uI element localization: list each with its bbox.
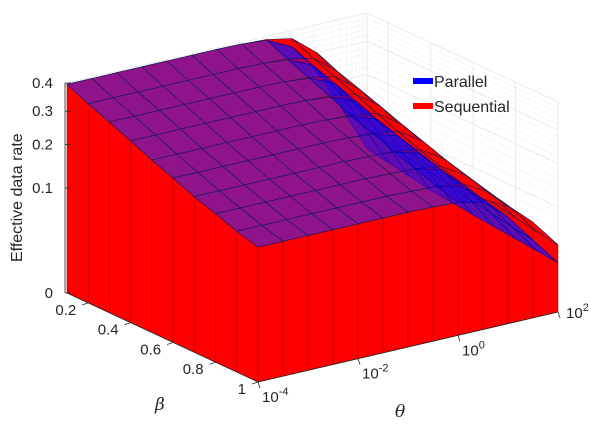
z-tick-label: 0 (45, 285, 53, 302)
sequential-side-wall (87, 103, 110, 314)
beta-tick-label: 0.4 (98, 322, 119, 339)
beta-tick (251, 381, 259, 385)
z-tick-label: 0.1 (32, 180, 53, 197)
sequential-front-wall (332, 223, 359, 365)
theta-tick (557, 311, 561, 319)
sequential-side-wall (236, 230, 259, 383)
theta-tick (457, 335, 461, 342)
sequential-front-wall (282, 235, 309, 377)
x-axis-label: θ (395, 402, 405, 422)
sequential-side-wall (130, 140, 153, 333)
z-tick-label: 0.2 (32, 137, 53, 154)
z-axis-label: Effective data rate (9, 133, 26, 262)
z-tick-label: 0.3 (32, 103, 53, 120)
sequential-side-wall (194, 196, 216, 363)
sequential-surface-patch (511, 208, 559, 246)
sequential-front-wall (307, 229, 334, 371)
sequential-side-wall (109, 121, 131, 324)
theta-tick-label: 102 (566, 302, 589, 322)
beta-axis-line (66, 292, 259, 383)
legend-label-sequential: Sequential (434, 99, 510, 116)
beta-tick (124, 322, 131, 326)
sequential-front-wall (257, 240, 284, 383)
z-tick-label: 0.4 (32, 75, 53, 92)
theta-tick-label: 10-2 (362, 363, 388, 383)
beta-tick (209, 361, 216, 365)
beta-tick (82, 302, 89, 306)
theta-tick (357, 358, 361, 365)
sequential-front-wall (457, 198, 484, 336)
theta-tick-label: 10-4 (262, 386, 288, 406)
parallel-surface-patch-lower (511, 226, 559, 263)
legend-swatch-parallel (413, 78, 433, 84)
y-axis-label: β (154, 395, 165, 415)
beta-tick-label: 0.6 (140, 341, 161, 358)
beta-tick (166, 342, 174, 345)
sequential-front-wall (407, 206, 434, 348)
sequential-front-wall (432, 201, 459, 342)
sequential-side-wall (151, 159, 174, 343)
theta-tick-label: 100 (462, 339, 485, 359)
sequential-front-wall (382, 211, 409, 354)
chart-surfaces (66, 38, 559, 383)
sequential-side-wall (66, 83, 89, 304)
beta-tick-label: 1 (238, 381, 246, 398)
beta-tick-label: 0.2 (55, 302, 76, 319)
sequential-side-wall (172, 177, 195, 353)
chart-axes: 0 0.1 0.2 0.3 0.4 0.2 0.4 0.6 0.8 1 10-4 10-2 100 102 (32, 75, 589, 406)
theta-tick (257, 381, 261, 389)
legend-label-parallel: Parallel (434, 74, 487, 91)
sequential-side-wall (215, 213, 238, 373)
beta-tick-label: 0.8 (183, 361, 204, 378)
legend: Parallel Sequential (413, 74, 510, 116)
sequential-front-wall (357, 217, 384, 360)
legend-swatch-sequential (413, 103, 433, 109)
theta-axis-line (257, 311, 559, 383)
